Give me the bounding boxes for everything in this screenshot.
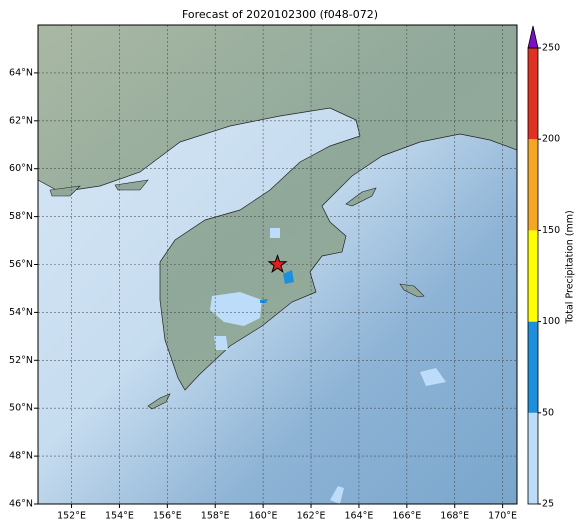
precip-area: [214, 336, 228, 350]
precip-area: [330, 486, 344, 504]
x-tick-label: 168°E: [440, 511, 469, 522]
x-tick-label: 164°E: [344, 511, 373, 522]
colorbar-extend: [527, 25, 539, 49]
y-tick-label: 58°N: [9, 211, 33, 222]
colorbar: 25 50 100 150 200 250: [527, 25, 560, 510]
precip-area: [260, 299, 268, 303]
island: [49, 179, 149, 197]
map-title: Forecast of 2020102300 (f048-072): [182, 8, 378, 21]
x-tick-label: 162°E: [297, 511, 326, 522]
colorbar-bin: [528, 412, 538, 504]
x-tick-label: 160°E: [249, 511, 278, 522]
y-tick-label: 54°N: [9, 307, 33, 318]
y-tick-label: 60°N: [9, 163, 33, 174]
colorbar-tick-label: 250: [542, 43, 560, 54]
colorbar-tick-label: 25: [542, 499, 554, 510]
colorbar-frame: [527, 47, 539, 505]
map-area: [38, 25, 517, 504]
x-tick-label: 154°E: [105, 511, 134, 522]
y-tick-label: 62°N: [9, 115, 33, 126]
x-tick-label: 170°E: [488, 511, 517, 522]
axes: 152°E 154°E 156°E 158°E 160°E 162°E 164°E 166°E…: [9, 67, 517, 521]
x-tick-label: 152°E: [57, 511, 86, 522]
y-tick-label: 50°N: [9, 403, 33, 414]
island: [345, 187, 377, 207]
colorbar-bin: [528, 48, 538, 140]
x-tick-label: 166°E: [392, 511, 421, 522]
location-marker: [267, 253, 288, 274]
island: [399, 283, 425, 298]
colorbar-bin: [528, 230, 538, 322]
precip-area: [420, 368, 446, 386]
colorbar-tick-label: 100: [542, 316, 560, 327]
y-tick-label: 46°N: [9, 499, 33, 510]
y-tick-label: 48°N: [9, 451, 33, 462]
precip-area: [270, 228, 280, 238]
colorbar-bin: [528, 139, 538, 231]
x-tick-label: 158°E: [201, 511, 230, 522]
y-tick-label: 64°N: [9, 67, 33, 78]
precip-area: [210, 292, 262, 326]
colorbar-tick-label: 50: [542, 407, 554, 418]
colorbar-tick-label: 150: [542, 225, 560, 236]
land: [38, 25, 517, 391]
colorbar-bin: [528, 321, 538, 413]
colorbar-tick-label: 200: [542, 134, 560, 145]
y-tick-label: 56°N: [9, 259, 33, 270]
precip-area: [283, 270, 294, 284]
y-tick-label: 52°N: [9, 355, 33, 366]
colorbar-label: Total Precipitation (mm): [565, 210, 576, 325]
x-tick-label: 156°E: [153, 511, 182, 522]
